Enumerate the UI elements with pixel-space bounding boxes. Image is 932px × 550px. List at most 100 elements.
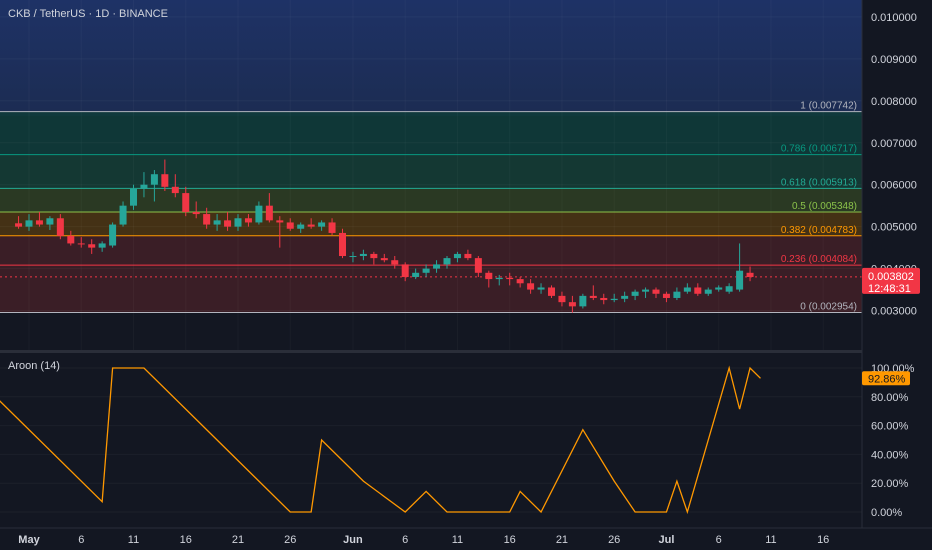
candle <box>203 207 211 229</box>
time-tick-label: 16 <box>504 534 516 546</box>
aroon-axis-ticks: 0.00%20.00%40.00%60.00%80.00%100.00% <box>871 363 915 519</box>
candle-body <box>265 205 273 221</box>
candle <box>88 239 96 254</box>
candle-body <box>412 272 420 277</box>
candle-body <box>495 277 503 280</box>
candle-body <box>349 256 357 258</box>
candle-body <box>286 222 294 229</box>
candle-body <box>109 224 117 246</box>
aroon-tick-label: 60.00% <box>871 421 909 433</box>
candle-body <box>401 264 409 277</box>
candle-body <box>182 193 190 212</box>
time-tick-label: 21 <box>232 534 244 546</box>
candle-body <box>67 235 75 244</box>
candle-body <box>35 220 43 225</box>
candle <box>568 295 576 313</box>
candle-body <box>506 277 514 280</box>
candle <box>119 201 127 227</box>
candle-body <box>171 186 179 194</box>
candle <box>443 256 451 269</box>
symbol-title[interactable]: CKB / TetherUS · 1D · BINANCE <box>8 8 168 20</box>
price-tick-label: 0.009000 <box>871 54 917 66</box>
candle-body <box>15 223 23 227</box>
candle <box>171 174 179 198</box>
aroon-value-badge-bg <box>862 371 910 386</box>
candle-body <box>443 258 451 265</box>
pane-divider[interactable] <box>0 350 932 353</box>
candle <box>736 243 744 292</box>
price-axis[interactable] <box>862 0 932 528</box>
time-tick-label: 21 <box>556 534 568 546</box>
fibonacci-zones <box>0 111 862 313</box>
candle-body <box>558 295 566 303</box>
candle <box>506 272 514 286</box>
candle <box>422 264 430 277</box>
candle <box>474 256 482 277</box>
candle <box>46 216 54 231</box>
time-tick-label: 6 <box>78 534 84 546</box>
candle-body <box>433 264 441 269</box>
candle-body <box>568 302 576 307</box>
fib-label-0.382: 0.382 (0.004783) <box>781 225 857 236</box>
time-tick-label: 11 <box>128 534 139 546</box>
candle-body <box>25 220 33 227</box>
candle <box>25 214 33 231</box>
fib-zone-0.5 <box>0 188 862 213</box>
candle-body <box>297 224 305 229</box>
aroon-pane-bg <box>0 353 862 528</box>
time-tick-label: 16 <box>817 534 829 546</box>
candle <box>485 270 493 288</box>
aroon-grid <box>0 367 862 513</box>
candle-body <box>213 220 221 225</box>
candle <box>746 266 754 282</box>
candle-body <box>203 214 211 225</box>
candle <box>527 279 535 294</box>
candle <box>276 216 284 248</box>
price-tick-label: 0.003000 <box>871 306 917 318</box>
candle-body <box>673 291 681 298</box>
candle-body <box>579 295 587 307</box>
time-tick-label: 26 <box>608 534 620 546</box>
candle-body <box>140 184 148 189</box>
candle-body <box>328 222 336 233</box>
candle <box>77 237 85 248</box>
candle <box>35 211 43 227</box>
aroon-up-line <box>0 365 761 515</box>
candle <box>642 287 650 298</box>
candle <box>255 201 263 225</box>
candle <box>192 201 200 219</box>
time-tick-label: 16 <box>180 534 192 546</box>
candle-body <box>359 253 367 257</box>
candle <box>558 291 566 307</box>
candle-body <box>150 174 158 185</box>
time-tick-label: 6 <box>402 534 408 546</box>
candle <box>213 214 221 231</box>
candle-body <box>631 291 639 296</box>
aroon-tick-label: 40.00% <box>871 449 909 461</box>
time-axis[interactable] <box>0 528 932 550</box>
candle <box>182 186 190 217</box>
candle-body <box>621 295 629 299</box>
candle-body <box>307 224 315 227</box>
fib-label-0.786: 0.786 (0.006717) <box>781 144 857 155</box>
candle <box>537 283 545 294</box>
candle-body <box>746 272 754 277</box>
aroon-title[interactable]: Aroon (14) <box>8 360 60 372</box>
candle <box>328 218 336 236</box>
candle <box>683 283 691 294</box>
candle-body <box>453 253 461 259</box>
candle-body <box>464 253 472 259</box>
candle <box>652 287 660 298</box>
last-price-countdown: 12:48:31 <box>868 283 911 295</box>
candle-body <box>380 258 388 261</box>
candle <box>589 285 597 301</box>
price-tick-label: 0.008000 <box>871 96 917 108</box>
candle <box>370 251 378 265</box>
time-tick-label: 26 <box>284 534 296 546</box>
candle-body <box>224 220 232 227</box>
candle-body <box>642 289 650 292</box>
candle-body <box>694 287 702 294</box>
candle <box>621 291 629 303</box>
candle-body <box>318 222 326 227</box>
